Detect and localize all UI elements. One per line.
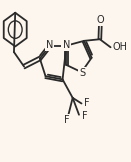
Text: N: N xyxy=(63,40,71,50)
Text: O: O xyxy=(97,15,104,25)
Text: F: F xyxy=(84,98,90,108)
Text: N: N xyxy=(46,40,54,50)
Text: F: F xyxy=(81,110,87,121)
Text: F: F xyxy=(64,115,70,125)
Text: S: S xyxy=(79,68,85,78)
Text: N: N xyxy=(62,40,69,50)
Text: OH: OH xyxy=(112,42,127,52)
